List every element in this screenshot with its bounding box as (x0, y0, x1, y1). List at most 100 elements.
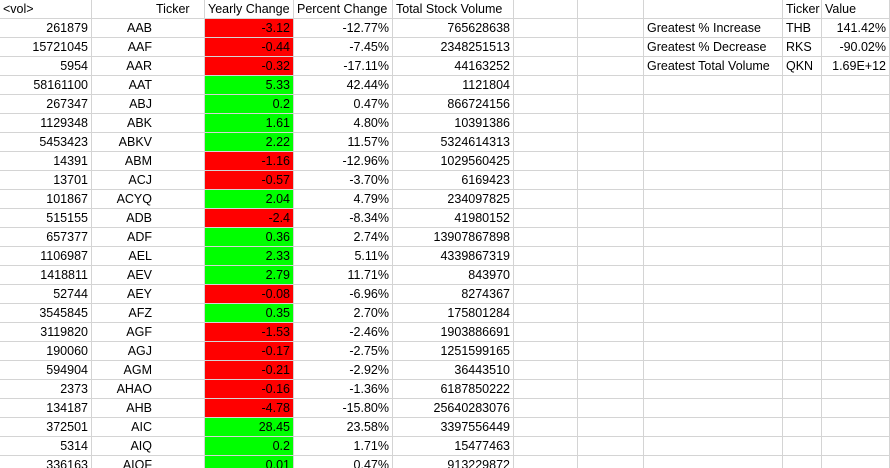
empty-cell[interactable] (514, 76, 578, 95)
cell-total-stock-volume[interactable]: 10391386 (393, 114, 514, 133)
empty-cell[interactable] (578, 38, 644, 57)
cell-yearly-change[interactable]: 2.33 (205, 247, 294, 266)
empty-cell[interactable] (514, 190, 578, 209)
cell-vol[interactable]: 13701 (0, 171, 92, 190)
cell-ticker[interactable]: AAR (92, 57, 205, 76)
cell-vol[interactable]: 15721045 (0, 38, 92, 57)
summary-ticker[interactable]: THB (783, 19, 822, 38)
cell-total-stock-volume[interactable]: 6169423 (393, 171, 514, 190)
empty-cell[interactable] (644, 304, 783, 323)
empty-cell[interactable] (822, 133, 890, 152)
cell-ticker[interactable]: ABJ (92, 95, 205, 114)
cell-percent-change[interactable]: 42.44% (294, 76, 393, 95)
cell-yearly-change[interactable]: 2.79 (205, 266, 294, 285)
empty-cell[interactable] (578, 266, 644, 285)
empty-cell[interactable] (514, 152, 578, 171)
empty-cell[interactable] (783, 190, 822, 209)
empty-cell[interactable] (783, 228, 822, 247)
cell-total-stock-volume[interactable]: 6187850222 (393, 380, 514, 399)
empty-cell[interactable] (514, 133, 578, 152)
empty-cell[interactable] (514, 456, 578, 468)
cell-total-stock-volume[interactable]: 1121804 (393, 76, 514, 95)
empty-cell[interactable] (578, 323, 644, 342)
cell-total-stock-volume[interactable]: 866724156 (393, 95, 514, 114)
empty-cell[interactable] (822, 399, 890, 418)
cell-percent-change[interactable]: 5.11% (294, 247, 393, 266)
empty-cell[interactable] (822, 361, 890, 380)
empty-cell[interactable] (644, 247, 783, 266)
cell-yearly-change[interactable]: -4.78 (205, 399, 294, 418)
cell-ticker[interactable]: ACYQ (92, 190, 205, 209)
cell-vol[interactable]: 1418811 (0, 266, 92, 285)
cell-percent-change[interactable]: 2.70% (294, 304, 393, 323)
cell-percent-change[interactable]: 1.71% (294, 437, 393, 456)
cell-yearly-change[interactable]: 0.2 (205, 437, 294, 456)
cell-ticker[interactable]: ABK (92, 114, 205, 133)
cell-yearly-change[interactable]: -0.17 (205, 342, 294, 361)
empty-cell[interactable] (783, 399, 822, 418)
empty-cell[interactable] (578, 361, 644, 380)
cell-ticker[interactable]: AEL (92, 247, 205, 266)
header-yearly-change[interactable]: Yearly Change (205, 0, 294, 19)
cell-total-stock-volume[interactable]: 1903886691 (393, 323, 514, 342)
cell-total-stock-volume[interactable]: 234097825 (393, 190, 514, 209)
cell-ticker[interactable]: AAT (92, 76, 205, 95)
cell-ticker[interactable]: AEV (92, 266, 205, 285)
empty-cell[interactable] (514, 266, 578, 285)
summary-label[interactable]: Greatest % Increase (644, 19, 783, 38)
empty-cell[interactable] (578, 0, 644, 19)
empty-cell[interactable] (783, 342, 822, 361)
empty-cell[interactable] (644, 342, 783, 361)
empty-cell[interactable] (644, 95, 783, 114)
empty-cell[interactable] (514, 304, 578, 323)
cell-percent-change[interactable]: 0.47% (294, 95, 393, 114)
cell-ticker[interactable]: ACJ (92, 171, 205, 190)
empty-cell[interactable] (644, 171, 783, 190)
header-vol[interactable]: <vol> (0, 0, 92, 19)
cell-vol[interactable]: 594904 (0, 361, 92, 380)
cell-percent-change[interactable]: -12.96% (294, 152, 393, 171)
empty-cell[interactable] (578, 285, 644, 304)
cell-total-stock-volume[interactable]: 5324614313 (393, 133, 514, 152)
empty-cell[interactable] (822, 304, 890, 323)
empty-cell[interactable] (644, 437, 783, 456)
cell-yearly-change[interactable]: -0.08 (205, 285, 294, 304)
cell-vol[interactable]: 267347 (0, 95, 92, 114)
cell-yearly-change[interactable]: -0.32 (205, 57, 294, 76)
empty-cell[interactable] (644, 285, 783, 304)
cell-total-stock-volume[interactable]: 8274367 (393, 285, 514, 304)
cell-total-stock-volume[interactable]: 1029560425 (393, 152, 514, 171)
cell-yearly-change[interactable]: 5.33 (205, 76, 294, 95)
cell-yearly-change[interactable]: -1.16 (205, 152, 294, 171)
empty-cell[interactable] (783, 114, 822, 133)
cell-vol[interactable]: 515155 (0, 209, 92, 228)
empty-cell[interactable] (783, 95, 822, 114)
cell-ticker[interactable]: AGM (92, 361, 205, 380)
empty-cell[interactable] (514, 57, 578, 76)
empty-cell[interactable] (822, 171, 890, 190)
header-total-stock-volume[interactable]: Total Stock Volume (393, 0, 514, 19)
cell-total-stock-volume[interactable]: 175801284 (393, 304, 514, 323)
empty-cell[interactable] (644, 133, 783, 152)
cell-yearly-change[interactable]: -3.12 (205, 19, 294, 38)
cell-percent-change[interactable]: 23.58% (294, 418, 393, 437)
cell-yearly-change[interactable]: 0.36 (205, 228, 294, 247)
summary-header-value[interactable]: Value (822, 0, 890, 19)
empty-cell[interactable] (644, 152, 783, 171)
summary-header-ticker[interactable]: Ticker (783, 0, 822, 19)
cell-total-stock-volume[interactable]: 36443510 (393, 361, 514, 380)
empty-cell[interactable] (783, 323, 822, 342)
cell-yearly-change[interactable]: 0.35 (205, 304, 294, 323)
empty-cell[interactable] (783, 266, 822, 285)
cell-percent-change[interactable]: 4.79% (294, 190, 393, 209)
empty-cell[interactable] (578, 133, 644, 152)
empty-cell[interactable] (578, 399, 644, 418)
empty-cell[interactable] (822, 285, 890, 304)
cell-ticker[interactable]: ADF (92, 228, 205, 247)
cell-ticker[interactable]: ADB (92, 209, 205, 228)
cell-vol[interactable]: 134187 (0, 399, 92, 418)
summary-ticker[interactable]: RKS (783, 38, 822, 57)
empty-cell[interactable] (578, 304, 644, 323)
empty-cell[interactable] (783, 456, 822, 468)
empty-cell[interactable] (644, 76, 783, 95)
